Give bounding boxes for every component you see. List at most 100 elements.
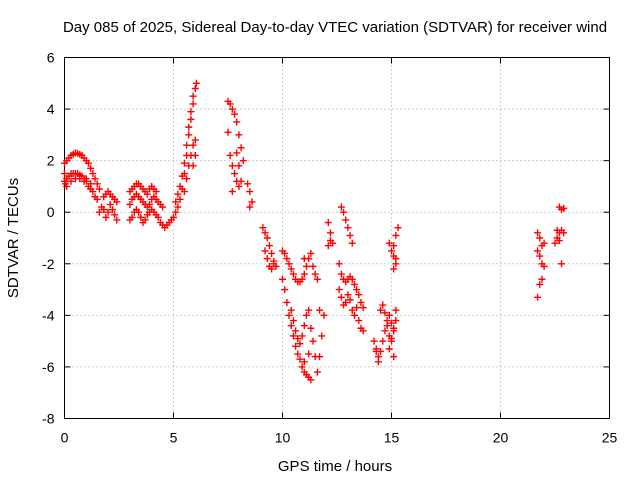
data-point: [183, 141, 191, 149]
data-point: [76, 175, 84, 183]
data-point: [350, 311, 358, 319]
data-point: [248, 198, 256, 206]
data-point: [233, 149, 241, 157]
data-point: [228, 105, 236, 113]
data-point: [344, 224, 352, 232]
data-point: [108, 206, 116, 214]
data-point: [344, 291, 352, 299]
data-point: [388, 319, 395, 327]
data-point: [141, 216, 149, 224]
data-point: [91, 175, 99, 183]
data-point: [294, 350, 302, 358]
data-point: [348, 306, 356, 314]
data-point: [355, 317, 363, 325]
data-point: [283, 298, 291, 306]
data-point: [289, 270, 297, 278]
data-point: [281, 249, 289, 257]
data-point: [381, 309, 389, 317]
data-point: [536, 252, 544, 260]
data-point: [128, 213, 136, 221]
data-point: [191, 84, 199, 92]
data-point: [313, 368, 321, 376]
data-point: [324, 242, 332, 250]
data-point: [298, 332, 306, 340]
x-tick-label: 25: [602, 430, 618, 446]
data-point: [346, 231, 354, 239]
data-point: [307, 249, 315, 257]
data-point: [560, 229, 568, 237]
data-point: [152, 188, 160, 196]
data-point: [180, 188, 188, 196]
data-point: [187, 115, 195, 123]
data-point: [313, 275, 321, 283]
data-point: [89, 188, 97, 196]
data-point: [263, 255, 271, 263]
data-point: [261, 247, 269, 255]
data-point: [359, 327, 367, 335]
data-point: [231, 110, 239, 118]
data-point: [61, 170, 68, 178]
data-point: [337, 293, 345, 301]
data-point: [246, 188, 254, 196]
data-point: [385, 345, 393, 353]
data-point: [309, 262, 317, 270]
data-point: [191, 136, 199, 144]
data-point: [316, 353, 324, 361]
data-point: [67, 177, 75, 185]
data-point: [346, 296, 354, 304]
x-tick-label: 10: [275, 430, 291, 446]
y-tick-label: 2: [47, 153, 55, 169]
data-point: [287, 306, 295, 314]
data-point: [318, 332, 326, 340]
x-tick-label: 20: [493, 430, 509, 446]
data-point: [538, 275, 546, 283]
data-point: [87, 180, 95, 188]
data-point: [307, 376, 315, 384]
data-point: [340, 208, 348, 216]
data-point: [189, 100, 197, 108]
data-point: [102, 213, 110, 221]
data-point: [185, 131, 193, 139]
data-point: [244, 180, 252, 188]
data-point: [135, 208, 143, 216]
data-point: [385, 311, 393, 319]
data-point: [294, 335, 302, 343]
data-point: [270, 260, 278, 268]
data-point: [534, 293, 542, 301]
x-axis-ticks: 0 5 10 15 20 25: [61, 57, 618, 446]
data-point: [176, 182, 184, 190]
x-tick-label: 5: [170, 430, 178, 446]
data-point: [178, 172, 186, 180]
data-point: [228, 162, 236, 170]
y-tick-label: 4: [47, 101, 55, 117]
data-point: [302, 262, 310, 270]
data-point: [540, 262, 548, 270]
data-point: [189, 92, 197, 100]
data-point: [265, 242, 273, 250]
data-point: [237, 177, 245, 185]
data-point: [342, 298, 350, 306]
data-point: [113, 198, 121, 206]
data-point: [385, 239, 393, 247]
data-point: [392, 306, 400, 314]
data-point: [374, 358, 382, 366]
y-tick-label: -2: [42, 256, 55, 272]
data-point: [174, 190, 182, 198]
data-point: [235, 162, 243, 170]
data-point: [183, 175, 191, 183]
data-point: [279, 275, 286, 283]
y-tick-label: -4: [42, 307, 55, 323]
data-point: [87, 164, 95, 172]
data-point: [226, 100, 234, 108]
data-point: [233, 118, 241, 126]
data-point: [311, 270, 319, 278]
data-point: [320, 311, 328, 319]
grid-lines: [64, 57, 610, 419]
data-point: [298, 363, 306, 371]
data-point: [292, 327, 300, 335]
data-point: [379, 337, 387, 345]
chart-title: Day 085 of 2025, Sidereal Day-to-day VTE…: [63, 19, 607, 36]
data-point: [263, 234, 271, 242]
data-point: [337, 270, 345, 278]
data-point: [305, 306, 313, 314]
